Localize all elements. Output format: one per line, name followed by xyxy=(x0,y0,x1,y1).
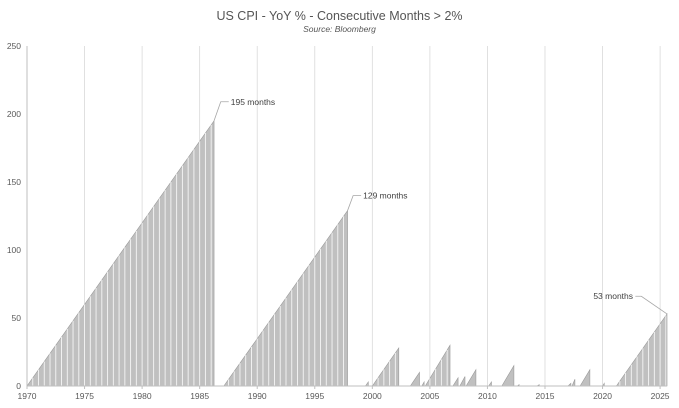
x-tick-label: 2020 xyxy=(593,391,612,401)
x-tick-label: 1980 xyxy=(133,391,152,401)
x-tick-label: 1995 xyxy=(305,391,324,401)
annotation-label-1: 129 months xyxy=(363,191,407,201)
annotations: 195 months 129 months 53 months xyxy=(213,97,668,315)
area-series xyxy=(26,119,668,387)
x-tick-label: 1990 xyxy=(248,391,267,401)
y-tick-label: 150 xyxy=(7,177,21,187)
x-tick-label: 1975 xyxy=(75,391,94,401)
x-tick-label: 1970 xyxy=(18,391,37,401)
chart-title: US CPI - YoY % - Consecutive Months > 2% xyxy=(216,9,462,23)
grid-lines xyxy=(26,46,661,386)
annotation-leader-0 xyxy=(213,101,229,121)
y-tick-label: 50 xyxy=(12,313,22,323)
axes: 0 50 100 150 200 250 1970 1975 1980 1985 1990 1995 2… xyxy=(7,41,670,401)
annotation-label-2: 53 months xyxy=(593,291,633,301)
annotation-leader-2 xyxy=(635,295,668,315)
annotation-label-0: 195 months xyxy=(231,97,275,107)
y-tick-label: 0 xyxy=(16,381,21,391)
y-tick-label: 100 xyxy=(7,245,21,255)
y-tick-label: 200 xyxy=(7,109,21,119)
x-tick-label: 2025 xyxy=(651,391,670,401)
y-tick-label: 250 xyxy=(7,41,21,51)
annotation-leader-1 xyxy=(347,195,362,211)
x-tick-label: 2000 xyxy=(363,391,382,401)
x-tick-label: 2010 xyxy=(478,391,497,401)
chart-subtitle: Source: Bloomberg xyxy=(303,24,376,34)
x-tick-label: 1985 xyxy=(190,391,209,401)
x-tick-label: 2005 xyxy=(420,391,439,401)
x-tick-label: 2015 xyxy=(536,391,555,401)
